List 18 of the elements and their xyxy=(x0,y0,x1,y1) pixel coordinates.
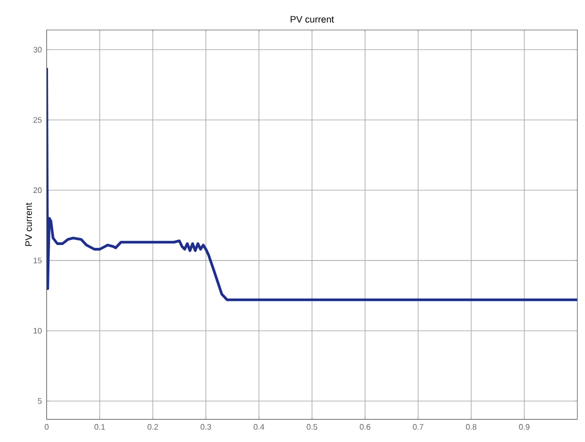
y-tick-label: 20 xyxy=(33,187,42,194)
y-axis-title: PV current xyxy=(25,202,32,246)
y-tick-label: 5 xyxy=(38,398,42,404)
y-tick-label: 30 xyxy=(33,46,42,53)
y-tick-label: 15 xyxy=(34,258,42,264)
x-tick-label: 0.5 xyxy=(306,424,318,430)
x-tick-label: 0.7 xyxy=(412,424,424,430)
chart-title: PV current xyxy=(290,16,334,23)
x-tick-label: 0.8 xyxy=(466,424,476,430)
x-tick-label: 0.3 xyxy=(200,424,212,430)
x-tick-label: 0.1 xyxy=(94,424,105,430)
y-tick-label: 10 xyxy=(34,328,42,334)
x-tick-label: 0.4 xyxy=(254,424,264,430)
y-tick-label: 25 xyxy=(33,117,42,123)
x-tick-label: 0.2 xyxy=(148,424,158,430)
x-tick-label: 0 xyxy=(44,424,49,430)
x-tick-label: 0.6 xyxy=(360,424,370,430)
x-tick-label: 0.9 xyxy=(519,424,530,430)
